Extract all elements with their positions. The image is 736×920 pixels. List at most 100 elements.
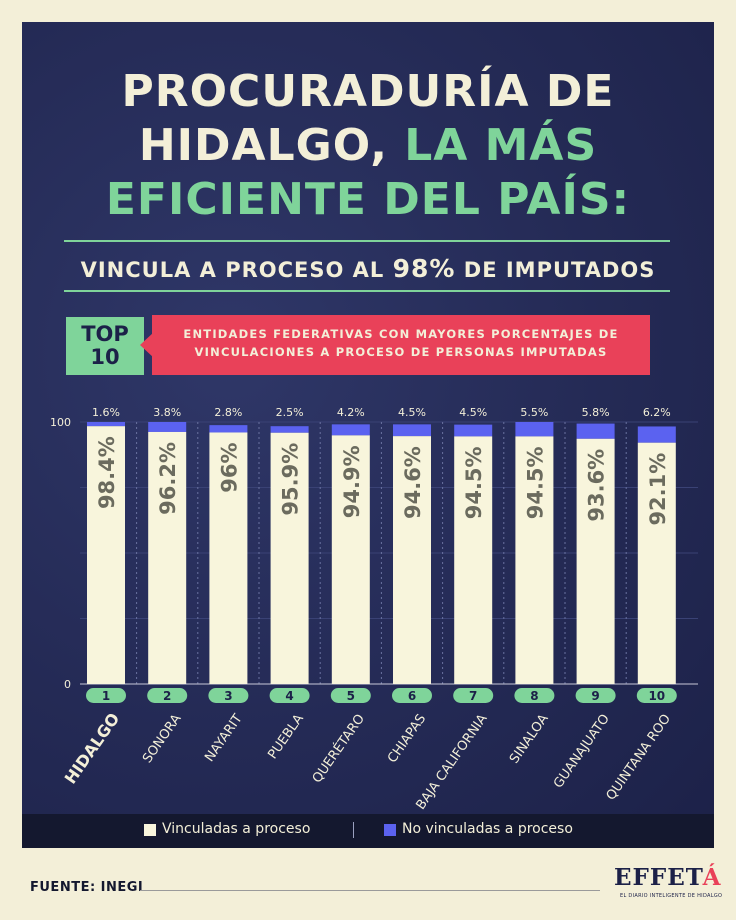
data-label-vinculadas: 96.2% [156, 442, 180, 515]
data-label-vinculadas: 96% [217, 442, 241, 492]
y-tick-label: 0 [64, 678, 71, 691]
badge-top: TOP [81, 322, 129, 346]
rank-label: 8 [530, 689, 538, 703]
data-label-no-vinculadas: 5.8% [582, 406, 610, 419]
stacked-bar-chart: 10001.6%98.4%1HIDALGO3.8%96.2%2SONORA2.8… [50, 406, 698, 813]
data-label-vinculadas: 94.5% [462, 446, 486, 519]
logo-accent: Á [702, 864, 722, 891]
legend-swatch-no-vinculadas [384, 824, 396, 836]
data-label-vinculadas: 98.4% [95, 436, 119, 509]
banner-arrow [140, 332, 154, 358]
data-label-no-vinculadas: 5.5% [520, 406, 548, 419]
headline-line-1: PROCURADURÍA DE [121, 66, 615, 117]
rank-pill [575, 688, 616, 703]
bar-vinculadas [270, 432, 309, 684]
data-label-vinculadas: 94.9% [340, 445, 364, 518]
subtitle: VINCULA A PROCESO AL 98% DE IMPUTADOS [22, 254, 714, 283]
category-label: PUEBLA [265, 712, 307, 762]
category-label: SINALOA [507, 712, 552, 767]
subtitle-after: DE IMPUTADOS [463, 258, 656, 282]
rank-label: 5 [347, 689, 355, 703]
legend-label-no-vinculadas: No vinculadas a proceso [402, 821, 573, 837]
rank-label: 2 [163, 689, 171, 703]
data-label-no-vinculadas: 4.5% [398, 406, 426, 419]
rank-label: 10 [648, 689, 665, 703]
rank-pill [392, 688, 432, 703]
bar-no-vinculadas [270, 426, 309, 433]
top-10-badge: TOP 10 [66, 317, 144, 375]
rank-pill [453, 688, 494, 703]
category-label: GUANAJUATO [551, 712, 613, 791]
bar-no-vinculadas [454, 424, 493, 437]
data-label-no-vinculadas: 2.8% [214, 406, 242, 419]
rank-label: 7 [469, 689, 477, 703]
y-tick-label: 100 [50, 416, 71, 429]
legend-divider [353, 822, 354, 838]
source-note: FUENTE: INEGI [30, 880, 144, 895]
rank-pill [514, 688, 555, 703]
effeta-logo: EFFETÁ [614, 864, 721, 891]
data-label-no-vinculadas: 2.5% [276, 406, 304, 419]
category-label: QUINTANA ROO [604, 712, 674, 804]
logo-tagline: EL DIARIO INTELIGENTE DE HIDALGO [620, 893, 723, 899]
rank-pill [208, 688, 249, 703]
category-label: HIDALGO [61, 709, 124, 787]
bar-no-vinculadas [148, 422, 187, 432]
headline-la-mas: LA MÁS [404, 120, 598, 171]
bar-no-vinculadas [515, 422, 554, 437]
data-label-no-vinculadas: 4.2% [337, 406, 365, 419]
data-label-vinculadas: 92.1% [646, 453, 670, 526]
banner-line-2: VINCULACIONES A PROCESO DE PERSONAS IMPU… [194, 345, 608, 359]
category-label: NAYARIT [202, 712, 245, 765]
rank-label: 1 [102, 689, 110, 703]
category-label: BAJA CALIFORNIA [414, 712, 491, 813]
rank-label: 6 [408, 689, 416, 703]
data-label-vinculadas: 94.6% [401, 446, 425, 519]
bar-vinculadas [454, 436, 493, 684]
banner-line-1: ENTIDADES FEDERATIVAS CON MAYORES PORCEN… [183, 327, 619, 341]
rank-pill [269, 688, 310, 703]
badge-ten: 10 [90, 345, 120, 369]
bar-no-vinculadas [637, 426, 676, 443]
bar-no-vinculadas [331, 424, 370, 436]
data-label-no-vinculadas: 6.2% [643, 406, 671, 419]
rank-label: 3 [224, 689, 232, 703]
subtitle-before: VINCULA A PROCESO AL [80, 258, 385, 282]
subtitle-value: 98% [392, 254, 456, 283]
data-label-no-vinculadas: 3.8% [153, 406, 181, 419]
bottom-rule [64, 290, 670, 292]
legend: Vinculadas a proceso No vinculadas a pro… [22, 814, 714, 848]
chart-banner: ENTIDADES FEDERATIVAS CON MAYORES PORCEN… [152, 315, 650, 375]
legend-swatch-vinculadas [144, 824, 156, 836]
bar-vinculadas [148, 431, 187, 684]
bar-vinculadas [576, 438, 615, 684]
headline-line-2: HIDALGO, LA MÁS [22, 118, 714, 174]
bar-vinculadas [331, 435, 370, 684]
headline-hidalgo: HIDALGO, [138, 120, 388, 171]
bar-no-vinculadas [209, 425, 248, 433]
data-label-vinculadas: 93.6% [585, 449, 609, 522]
banner-text: ENTIDADES FEDERATIVAS CON MAYORES PORCEN… [152, 325, 650, 361]
source-rule [140, 890, 600, 891]
bar-vinculadas [637, 442, 676, 684]
data-label-vinculadas: 95.9% [279, 443, 303, 516]
bar-vinculadas [87, 426, 125, 684]
data-label-vinculadas: 94.5% [523, 446, 547, 519]
bar-vinculadas [393, 436, 431, 684]
bar-no-vinculadas [576, 423, 615, 439]
data-label-no-vinculadas: 4.5% [459, 406, 487, 419]
logo-main: EFFET [614, 864, 703, 891]
rank-pill [86, 688, 126, 703]
bar-vinculadas [209, 432, 248, 684]
bar-no-vinculadas [393, 424, 431, 437]
bar-vinculadas [515, 436, 554, 684]
category-label: SONORA [140, 712, 184, 766]
legend-label-vinculadas: Vinculadas a proceso [162, 821, 311, 837]
rank-pill [330, 688, 371, 703]
data-label-no-vinculadas: 1.6% [92, 406, 120, 419]
rank-label: 9 [591, 689, 599, 703]
rank-pill [147, 688, 188, 703]
infographic-panel: PROCURADURÍA DE HIDALGO, LA MÁS EFICIENT… [22, 22, 714, 848]
category-label: CHIAPAS [385, 712, 429, 766]
top-rule [64, 240, 670, 242]
